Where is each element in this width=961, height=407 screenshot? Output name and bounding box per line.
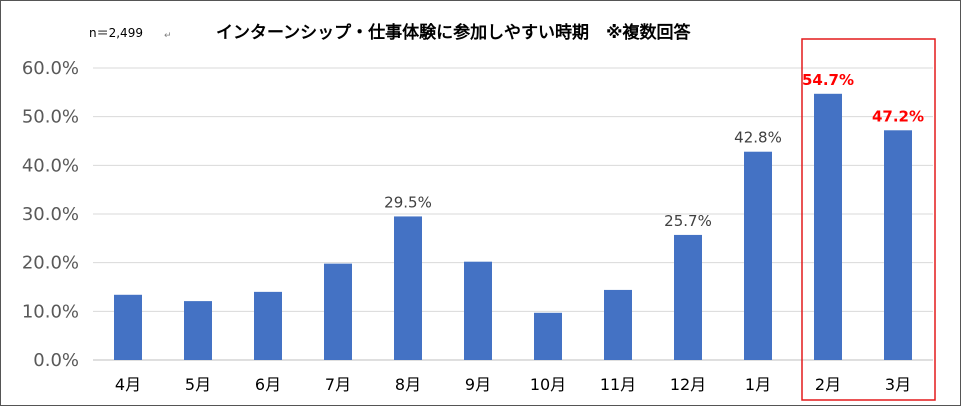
y-tick-label: 30.0% bbox=[22, 204, 79, 225]
category-label: 8月 bbox=[395, 375, 421, 394]
bar bbox=[884, 130, 912, 360]
category-label: 3月 bbox=[885, 375, 911, 394]
bar bbox=[744, 151, 772, 360]
data-label: 25.7% bbox=[664, 212, 712, 230]
highlight-box bbox=[801, 38, 936, 401]
category-label: 4月 bbox=[115, 375, 141, 394]
category-label: 6月 bbox=[255, 375, 281, 394]
y-tick-label: 40.0% bbox=[22, 155, 79, 176]
bar bbox=[184, 301, 212, 360]
bar bbox=[674, 234, 702, 360]
y-tick-label: 50.0% bbox=[22, 107, 79, 128]
category-label: 12月 bbox=[670, 375, 706, 394]
category-label: 2月 bbox=[815, 375, 841, 394]
data-label: 54.7% bbox=[802, 71, 854, 89]
data-labels: 29.5% 25.7% 42.8% 54.7% 47.2% bbox=[384, 71, 924, 230]
y-axis-tick-labels: 0.0% 10.0% 20.0% 30.0% 40.0% 50.0% 60.0% bbox=[22, 58, 79, 371]
category-label: 10月 bbox=[530, 375, 566, 394]
y-tick-label: 0.0% bbox=[33, 350, 79, 371]
category-label: 7月 bbox=[325, 375, 351, 394]
gridlines bbox=[93, 67, 933, 361]
bar bbox=[534, 312, 562, 360]
y-tick-label: 10.0% bbox=[22, 301, 79, 322]
data-label: 29.5% bbox=[384, 193, 432, 211]
return-mark-icon: ↵ bbox=[164, 31, 172, 41]
category-label: 9月 bbox=[465, 375, 491, 394]
bar bbox=[114, 294, 142, 360]
bar bbox=[464, 261, 492, 360]
bar bbox=[254, 291, 282, 360]
category-labels: 4月 5月 6月 7月 8月 9月 10月 11月 12月 1月 2月 3月 bbox=[115, 375, 911, 394]
bar bbox=[814, 93, 842, 360]
sample-size-note: n＝2,499 bbox=[89, 26, 143, 40]
category-label: 1月 bbox=[745, 375, 771, 394]
category-label: 5月 bbox=[185, 375, 211, 394]
bar bbox=[324, 263, 352, 360]
category-label: 11月 bbox=[600, 375, 636, 394]
bars bbox=[114, 93, 912, 360]
chart-title: インターンシップ・仕事体験に参加しやすい時期 ※複数回答 bbox=[216, 22, 692, 43]
bar bbox=[394, 216, 422, 360]
y-tick-label: 20.0% bbox=[22, 253, 79, 274]
data-label: 47.2% bbox=[872, 107, 924, 125]
y-tick-label: 60.0% bbox=[22, 58, 79, 79]
data-label: 42.8% bbox=[734, 129, 782, 147]
bar bbox=[604, 289, 632, 360]
